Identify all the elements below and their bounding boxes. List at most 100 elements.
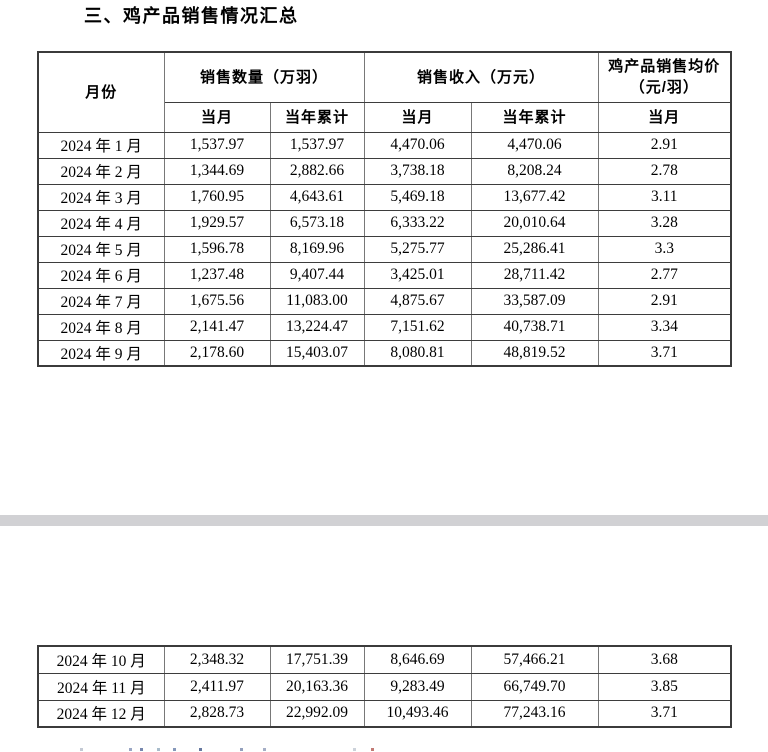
subheader-rev-month: 当月 [363,101,472,133]
value-cell: 8,208.24 [470,157,599,185]
subheader-rev-ytd: 当年累计 [470,101,599,133]
value-cell: 2,828.73 [163,699,271,728]
value-cell: 9,283.49 [363,672,472,701]
table-row: 2024 年 8 月 2,141.47 13,224.47 7,151.62 40,73… [37,313,732,341]
value-cell: 20,163.36 [269,672,365,701]
subheader-price-month: 当月 [597,101,732,133]
value-cell: 17,751.39 [269,645,365,674]
value-cell: 3.71 [597,339,732,367]
month-cell: 2024 年 2 月 [37,157,165,185]
month-cell: 2024 年 12 月 [37,699,165,728]
month-cell: 2024 年 8 月 [37,313,165,341]
value-cell: 3.85 [597,672,732,701]
table-row: 2024 年 12 月 2,828.73 22,992.09 10,493.46 77,… [37,699,732,728]
value-cell: 1,237.48 [163,261,271,289]
table-row: 2024 年 7 月 1,675.56 11,083.00 4,875.67 33,58… [37,287,732,315]
month-cell: 2024 年 7 月 [37,287,165,315]
value-cell: 1,929.57 [163,209,271,237]
value-cell: 3.71 [597,699,732,728]
value-cell: 2,178.60 [163,339,271,367]
value-cell: 10,493.46 [363,699,472,728]
value-cell: 20,010.64 [470,209,599,237]
header-sub-row: 当月 当年累计 当月 当年累计 当月 [38,101,732,133]
value-cell: 22,992.09 [269,699,365,728]
header-revenue-group: 销售收入（万元） [363,51,599,103]
value-cell: 2,411.97 [163,672,271,701]
table-row: 2024 年 5 月 1,596.78 8,169.96 5,275.77 25,286… [37,235,732,263]
value-cell: 28,711.42 [470,261,599,289]
page-break-gap [0,515,768,526]
table-row: 2024 年 4 月 1,929.57 6,573.18 6,333.22 20,010… [37,209,732,237]
value-cell: 4,643.61 [269,183,365,211]
month-cell: 2024 年 1 月 [37,131,165,159]
value-cell: 3.68 [597,645,732,674]
table-row: 2024 年 10 月 2,348.32 17,751.39 8,646.69 57,4… [37,645,732,674]
value-cell: 1,537.97 [269,131,365,159]
value-cell: 2,141.47 [163,313,271,341]
sales-summary-table-page1: 月份 销售数量（万羽） 销售收入（万元） 鸡产品销售均价（元/羽） 当月 当年累… [37,51,733,367]
value-cell: 40,738.71 [470,313,599,341]
subheader-qty-ytd: 当年累计 [269,101,365,133]
value-cell: 8,646.69 [363,645,472,674]
value-cell: 77,243.16 [470,699,599,728]
value-cell: 6,573.18 [269,209,365,237]
value-cell: 48,819.52 [470,339,599,367]
month-cell: 2024 年 9 月 [37,339,165,367]
table-row: 2024 年 2 月 1,344.69 2,882.66 3,738.18 8,208.… [37,157,732,185]
value-cell: 2.91 [597,131,732,159]
value-cell: 1,760.95 [163,183,271,211]
table-body-page1: 2024 年 1 月 1,537.97 1,537.97 4,470.06 4,470.… [37,131,732,367]
value-cell: 57,466.21 [470,645,599,674]
sales-summary-table-page2: 2024 年 10 月 2,348.32 17,751.39 8,646.69 57,4… [37,645,732,728]
month-cell: 2024 年 6 月 [37,261,165,289]
subheader-qty-month: 当月 [163,101,271,133]
value-cell: 4,875.67 [363,287,472,315]
value-cell: 1,675.56 [163,287,271,315]
value-cell: 25,286.41 [470,235,599,263]
value-cell: 13,677.42 [470,183,599,211]
table-row: 2024 年 9 月 2,178.60 15,403.07 8,080.81 48,81… [37,339,732,367]
value-cell: 3.3 [597,235,732,263]
table-row: 2024 年 3 月 1,760.95 4,643.61 5,469.18 13,677… [37,183,732,211]
value-cell: 1,537.97 [163,131,271,159]
table-body-page2: 2024 年 10 月 2,348.32 17,751.39 8,646.69 57,4… [37,645,732,728]
value-cell: 5,469.18 [363,183,472,211]
value-cell: 9,407.44 [269,261,365,289]
value-cell: 8,080.81 [363,339,472,367]
value-cell: 33,587.09 [470,287,599,315]
table-row: 2024 年 1 月 1,537.97 1,537.97 4,470.06 4,470.… [37,131,732,159]
value-cell: 2.91 [597,287,732,315]
month-cell: 2024 年 5 月 [37,235,165,263]
value-cell: 3.28 [597,209,732,237]
value-cell: 3.34 [597,313,732,341]
header-avg-price-group: 鸡产品销售均价（元/羽） [597,51,732,103]
value-cell: 8,169.96 [269,235,365,263]
value-cell: 2,348.32 [163,645,271,674]
clipped-next-line-fragments [0,748,768,752]
value-cell: 7,151.62 [363,313,472,341]
value-cell: 2.78 [597,157,732,185]
value-cell: 2.77 [597,261,732,289]
value-cell: 66,749.70 [470,672,599,701]
table-row: 2024 年 6 月 1,237.48 9,407.44 3,425.01 28,711… [37,261,732,289]
value-cell: 5,275.77 [363,235,472,263]
header-quantity-group: 销售数量（万羽） [163,51,365,103]
header-month: 月份 [37,51,165,133]
month-cell: 2024 年 4 月 [37,209,165,237]
month-cell: 2024 年 3 月 [37,183,165,211]
value-cell: 15,403.07 [269,339,365,367]
value-cell: 3.11 [597,183,732,211]
value-cell: 2,882.66 [269,157,365,185]
value-cell: 13,224.47 [269,313,365,341]
value-cell: 1,596.78 [163,235,271,263]
value-cell: 3,425.01 [363,261,472,289]
value-cell: 6,333.22 [363,209,472,237]
header-group-row: 月份 销售数量（万羽） 销售收入（万元） 鸡产品销售均价（元/羽） [37,51,732,133]
value-cell: 4,470.06 [363,131,472,159]
section-title: 三、鸡产品销售情况汇总 [84,6,299,26]
value-cell: 4,470.06 [470,131,599,159]
table-row: 2024 年 11 月 2,411.97 20,163.36 9,283.49 66,7… [37,672,732,701]
table-header: 月份 销售数量（万羽） 销售收入（万元） 鸡产品销售均价（元/羽） 当月 当年累… [37,51,732,133]
month-cell: 2024 年 10 月 [37,645,165,674]
